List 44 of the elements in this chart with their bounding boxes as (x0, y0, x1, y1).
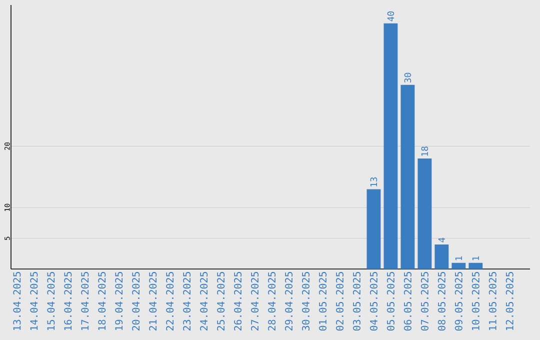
x-tick-label: 07.05.2025 (420, 272, 428, 331)
data-label: 1 (472, 256, 479, 260)
x-tick-label: 24.04.2025 (200, 272, 208, 330)
x-tick-label: 26.04.2025 (234, 272, 242, 330)
x-tick-label: 13.04.2025 (13, 272, 21, 330)
data-label: 1 (455, 256, 462, 260)
x-tick-label: 19.04.2025 (115, 272, 123, 330)
x-tick-label: 05.05.2025 (386, 272, 394, 331)
x-tick-label: 28.04.2025 (268, 272, 276, 330)
x-tick-label: 11.05.2025 (488, 272, 496, 330)
data-label: 4 (438, 238, 445, 242)
bar (384, 23, 398, 269)
bar (400, 84, 415, 269)
bar (468, 262, 483, 269)
x-tick-label: 02.05.2025 (336, 272, 344, 331)
bar (434, 244, 449, 269)
x-tick-label: 12.05.2025 (506, 272, 514, 330)
bar (418, 158, 432, 269)
x-tick-label: 16.04.2025 (64, 272, 72, 330)
x-tick-label: 30.04.2025 (302, 272, 310, 330)
x-tick-label: 04.05.2025 (370, 272, 378, 331)
x-tick-label: 18.04.2025 (98, 272, 106, 330)
x-tick-label: 23.04.2025 (183, 272, 191, 330)
x-tick-label: 27.04.2025 (251, 272, 259, 330)
x-tick-label: 15.04.2025 (47, 272, 55, 330)
bar (452, 262, 466, 269)
x-tick-label: 21.04.2025 (149, 272, 157, 330)
x-tick-label: 01.05.2025 (318, 272, 327, 331)
x-tick-label: 29.04.2025 (284, 272, 293, 330)
data-label: 40 (387, 12, 394, 22)
data-label: 13 (370, 177, 378, 186)
x-tick-label: 14.04.2025 (30, 272, 38, 330)
x-tick-label: 25.04.2025 (217, 272, 225, 330)
x-tick-label: 22.04.2025 (166, 272, 174, 330)
x-tick-label: 06.05.2025 (404, 272, 412, 331)
data-label: 30 (404, 72, 412, 83)
data-label: 18 (421, 146, 428, 156)
x-tick-label: 20.04.2025 (132, 272, 140, 330)
x-tick-label: 09.05.2025 (454, 272, 462, 331)
x-tick-label: 10.05.2025 (472, 272, 480, 330)
x-tick-label: 17.04.2025 (81, 272, 89, 330)
x-tick-label: 03.05.2025 (352, 272, 360, 331)
bar (366, 189, 381, 269)
x-tick-label: 08.05.2025 (438, 272, 446, 331)
